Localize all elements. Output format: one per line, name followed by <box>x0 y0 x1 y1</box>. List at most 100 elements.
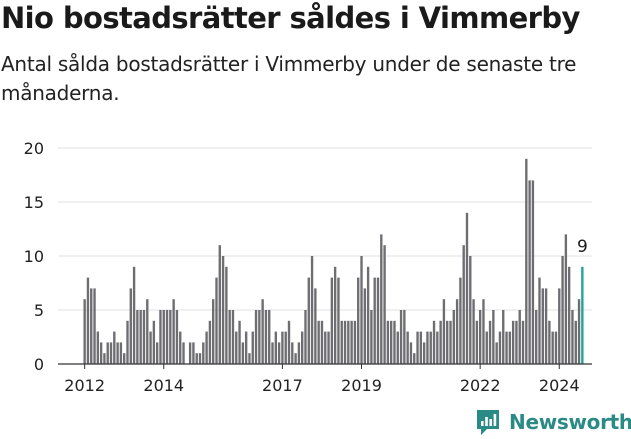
bar <box>294 353 297 364</box>
bar <box>307 277 310 364</box>
y-tick-label: 5 <box>34 301 44 320</box>
bar <box>370 310 373 364</box>
bar <box>129 288 132 364</box>
bar <box>268 310 271 364</box>
bar <box>337 277 340 364</box>
bar <box>396 331 399 364</box>
bar <box>330 277 334 364</box>
bar <box>152 320 156 364</box>
bar <box>182 342 185 364</box>
bar <box>574 320 577 364</box>
x-tick-label: 2012 <box>64 376 105 395</box>
bar <box>198 353 202 364</box>
bar <box>83 299 86 364</box>
bars <box>83 158 584 364</box>
bar <box>541 288 544 364</box>
bar <box>195 353 198 364</box>
bar <box>465 212 469 364</box>
bar <box>284 331 287 364</box>
bar <box>317 320 320 364</box>
bar <box>320 320 324 364</box>
y-tick-label: 0 <box>34 355 44 374</box>
bar <box>472 299 475 364</box>
bar <box>551 331 554 364</box>
bar <box>248 353 251 364</box>
bar <box>136 310 139 364</box>
bar <box>90 288 93 364</box>
bar <box>274 331 278 364</box>
bar <box>409 342 413 364</box>
bar <box>492 310 495 364</box>
bar <box>376 277 380 364</box>
bar <box>449 320 452 364</box>
bar <box>202 342 205 364</box>
bar <box>159 310 162 364</box>
bar <box>429 331 432 364</box>
y-tick-label: 20 <box>24 139 44 158</box>
bar <box>478 310 482 364</box>
bar <box>106 342 109 364</box>
bar <box>264 310 268 364</box>
bar <box>314 288 317 364</box>
bar <box>287 320 291 364</box>
bar <box>469 256 472 364</box>
bar <box>498 331 502 364</box>
bar <box>340 320 343 364</box>
x-tick-label: 2014 <box>143 376 184 395</box>
bar <box>221 256 225 364</box>
bar <box>93 288 96 364</box>
bar <box>165 310 169 364</box>
x-tick-label: 2017 <box>262 376 303 395</box>
bar <box>515 320 518 364</box>
bar <box>146 299 149 364</box>
bar <box>149 331 152 364</box>
bar <box>554 331 558 364</box>
bar <box>251 331 254 364</box>
bar <box>261 299 264 364</box>
bar <box>139 310 142 364</box>
bar <box>350 320 353 364</box>
bar <box>442 299 446 364</box>
bar <box>343 320 347 364</box>
bar <box>235 331 238 364</box>
bar <box>482 299 485 364</box>
bar <box>155 342 159 364</box>
x-tick-label: 2024 <box>539 376 580 395</box>
bar <box>347 320 350 364</box>
bar <box>162 310 165 364</box>
bar <box>277 342 281 364</box>
bar <box>577 299 581 364</box>
bar <box>452 310 455 364</box>
bar <box>238 320 241 364</box>
bar <box>192 342 195 364</box>
bar <box>488 320 492 364</box>
bar <box>502 310 505 364</box>
bar-highlight <box>581 266 584 364</box>
bar <box>571 310 574 364</box>
bar <box>86 277 90 364</box>
bar <box>169 310 172 364</box>
bar <box>416 331 419 364</box>
bar <box>426 331 429 364</box>
bar <box>462 245 465 364</box>
bar <box>538 277 541 364</box>
bar <box>495 342 498 364</box>
bar <box>327 331 330 364</box>
bar <box>386 320 390 364</box>
bar <box>403 310 406 364</box>
highlight-label: 9 <box>577 237 588 257</box>
bar <box>228 310 231 364</box>
bar <box>485 331 488 364</box>
bar <box>544 288 548 364</box>
bar <box>436 331 439 364</box>
bar <box>99 342 103 364</box>
bar <box>525 158 528 364</box>
bar <box>561 256 564 364</box>
bar <box>103 353 106 364</box>
bar <box>310 256 314 364</box>
bar <box>254 310 258 364</box>
bar <box>508 331 512 364</box>
bar <box>205 331 208 364</box>
bar <box>389 320 393 364</box>
